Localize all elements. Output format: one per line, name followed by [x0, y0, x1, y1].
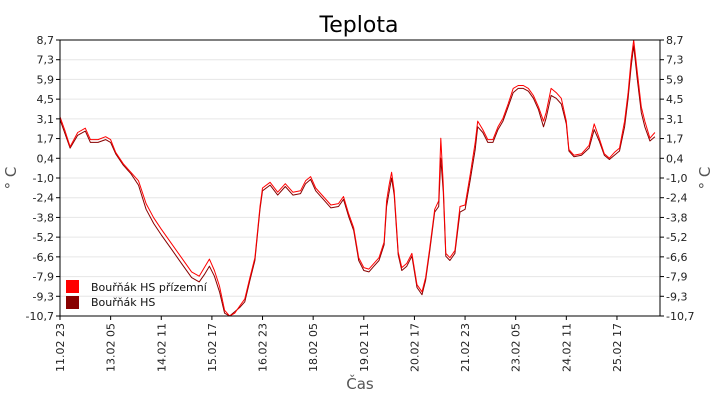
y-axis-label-left: ° C — [2, 167, 20, 190]
y-tick-label: -10,7 — [666, 310, 694, 323]
y-tick-label: 1,7 — [666, 133, 684, 146]
y-tick-label: -5,2 — [33, 231, 54, 244]
y-tick-label: 5,9 — [666, 73, 684, 86]
y-tick-label: 0,4 — [666, 152, 684, 165]
y-tick-label: 4,5 — [666, 93, 684, 106]
y-tick-label: -7,9 — [33, 271, 54, 284]
y-tick-label: 3,1 — [666, 113, 684, 126]
y-tick-label: -1,0 — [33, 172, 54, 185]
y-axis-left: 8,7 7,3 5,9 4,5 3,1 1,7 0,4 -1,0 -2,4 -3,8 -5,2 -6,… — [26, 34, 60, 323]
y-tick-label: 0,4 — [37, 152, 55, 165]
y-tick-label: -3,8 — [33, 211, 54, 224]
y-axis-label-right: ° C — [696, 167, 714, 190]
x-tick-label: 15.02 17 — [206, 323, 219, 372]
y-tick-label: 7,3 — [37, 54, 55, 67]
y-tick-label: 1,7 — [37, 133, 55, 146]
y-tick-label: 7,3 — [666, 54, 684, 67]
x-tick-label: 11.02 23 — [54, 323, 67, 372]
legend-label-series-1: Bouřňák HS přízemní — [91, 281, 208, 294]
x-tick-label: 25.02 17 — [611, 323, 624, 372]
x-axis-label: Čas — [346, 374, 374, 393]
x-tick-label: 23.02 05 — [510, 323, 523, 372]
y-tick-label: -7,9 — [666, 271, 687, 284]
y-tick-label: -6,6 — [666, 251, 687, 264]
y-tick-label: -10,7 — [26, 310, 54, 323]
x-tick-label: 16.02 23 — [257, 323, 270, 372]
x-tick-label: 20.02 17 — [408, 323, 421, 372]
y-axis-right: 8,7 7,3 5,9 4,5 3,1 1,7 0,4 -1,0 -2,4 -3,8 -5,2 -6,… — [660, 34, 694, 323]
y-tick-label: -2,4 — [666, 192, 687, 205]
chart-title: Teplota — [319, 13, 399, 38]
y-tick-label: -2,4 — [33, 192, 54, 205]
x-tick-label: 19.02 11 — [358, 323, 371, 372]
series-line-1 — [59, 39, 656, 317]
x-tick-label: 13.02 05 — [105, 323, 118, 372]
series-lines — [59, 39, 656, 317]
y-tick-label: -9,3 — [666, 290, 687, 303]
legend-label-series-2: Bouřňák HS — [91, 296, 155, 309]
x-tick-label: 18.02 05 — [307, 323, 320, 372]
x-tick-label: 21.02 23 — [459, 323, 472, 372]
y-tick-label: 8,7 — [666, 34, 684, 47]
y-tick-label: -6,6 — [33, 251, 54, 264]
y-tick-label: -1,0 — [666, 172, 687, 185]
x-tick-label: 14.02 11 — [155, 323, 168, 372]
legend-swatch-series-1 — [66, 280, 79, 293]
y-tick-label: 8,7 — [37, 34, 55, 47]
legend-swatch-series-2 — [66, 296, 79, 309]
y-tick-label: -9,3 — [33, 290, 54, 303]
x-axis: 11.02 23 13.02 05 14.02 11 15.02 17 16.02 23… — [54, 316, 624, 372]
y-tick-label: -5,2 — [666, 231, 687, 244]
x-tick-label: 24.02 11 — [560, 323, 573, 372]
legend: Bouřňák HS přízemní Bouřňák HS — [66, 280, 208, 309]
y-tick-label: 5,9 — [37, 73, 55, 86]
y-tick-label: 4,5 — [37, 93, 55, 106]
y-tick-label: -3,8 — [666, 211, 687, 224]
y-tick-label: 3,1 — [37, 113, 55, 126]
